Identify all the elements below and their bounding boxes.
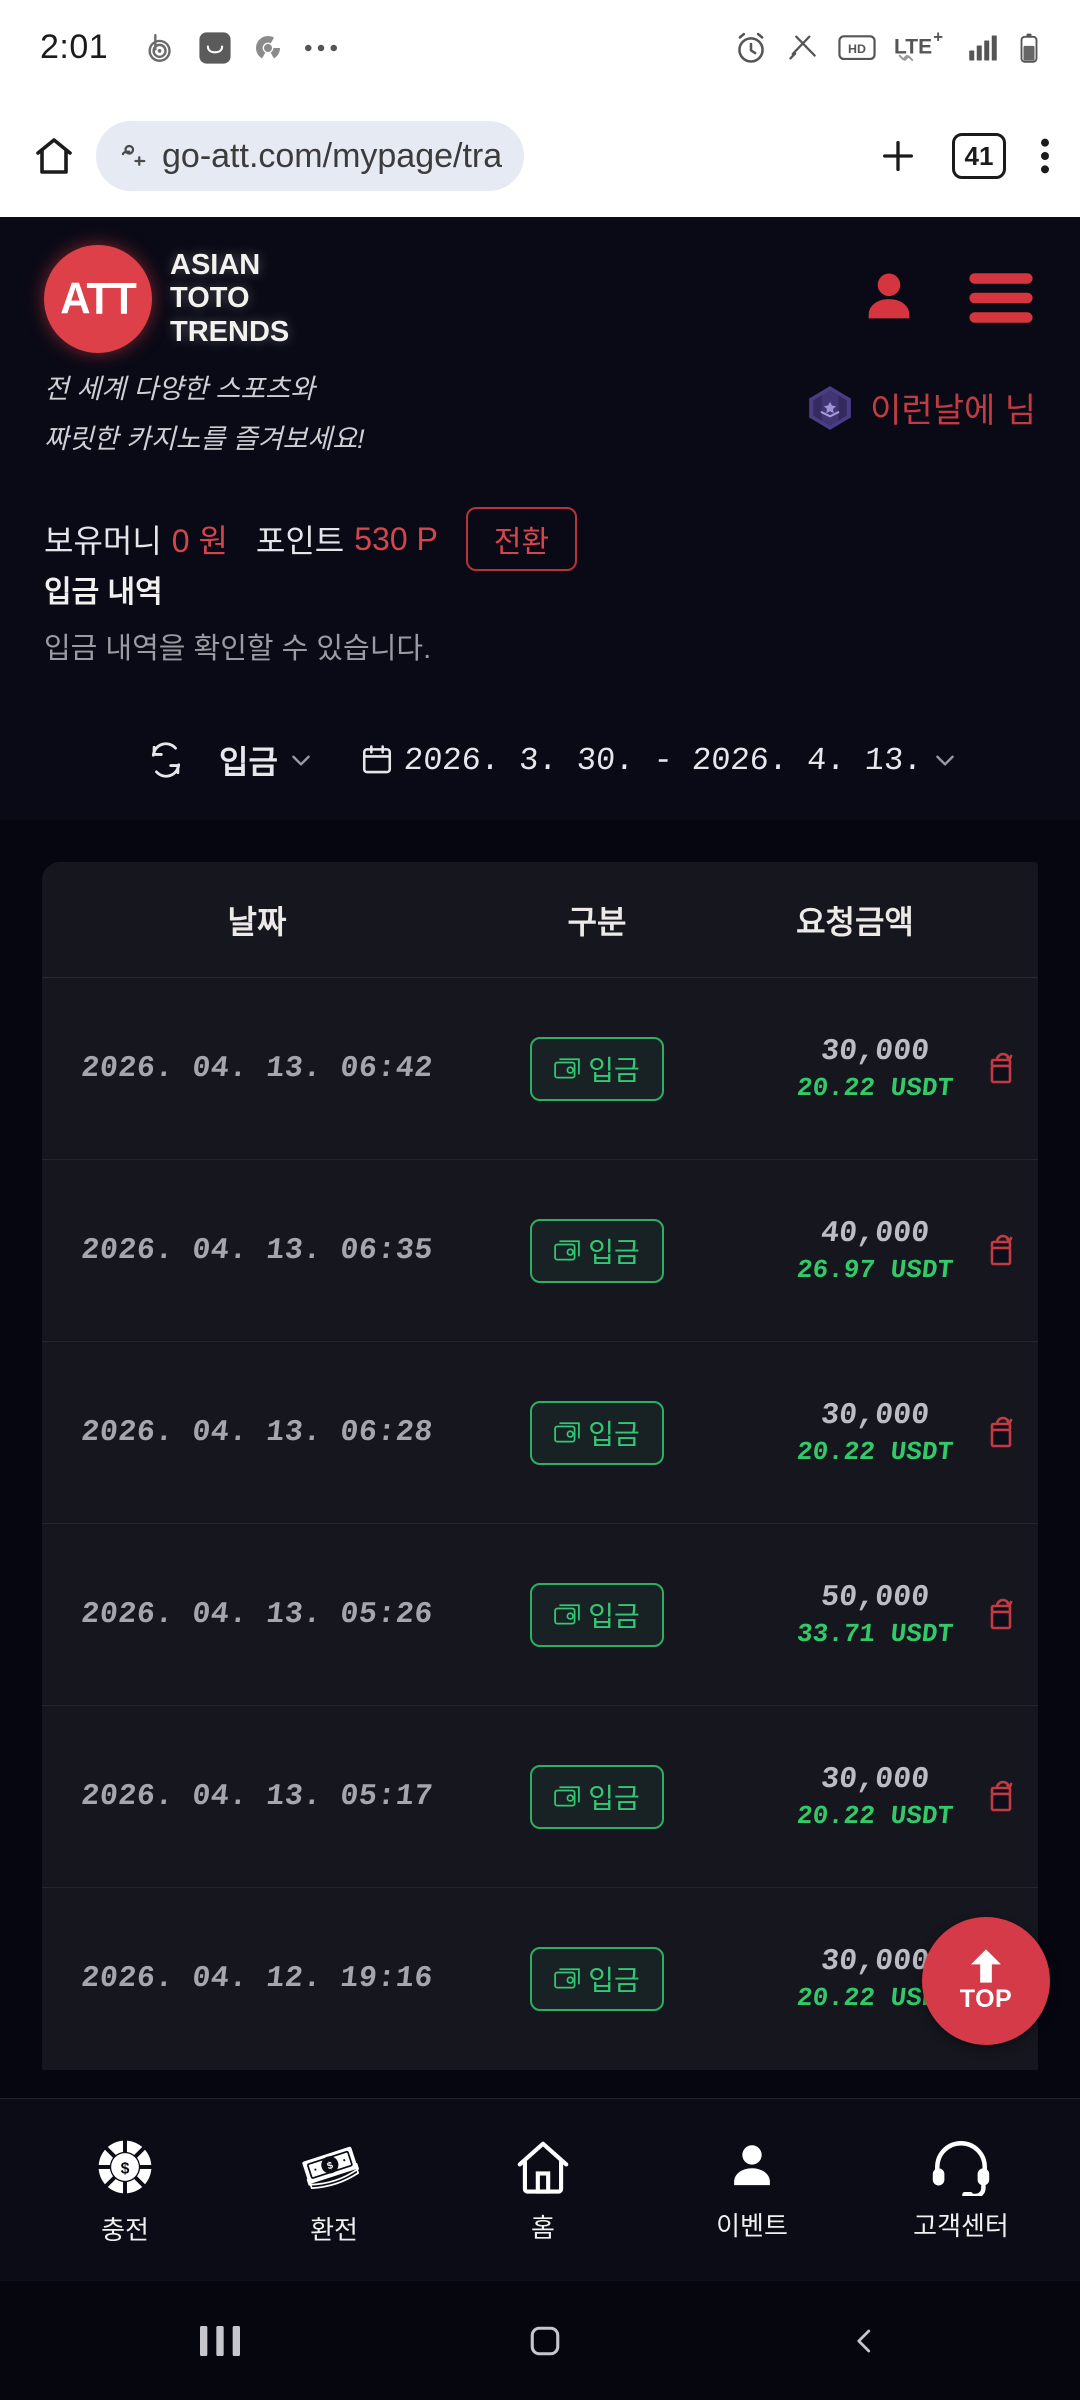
svg-text:$: $ [121,2160,130,2177]
svg-text:HD: HD [848,41,866,55]
svg-text:+: + [933,31,943,46]
